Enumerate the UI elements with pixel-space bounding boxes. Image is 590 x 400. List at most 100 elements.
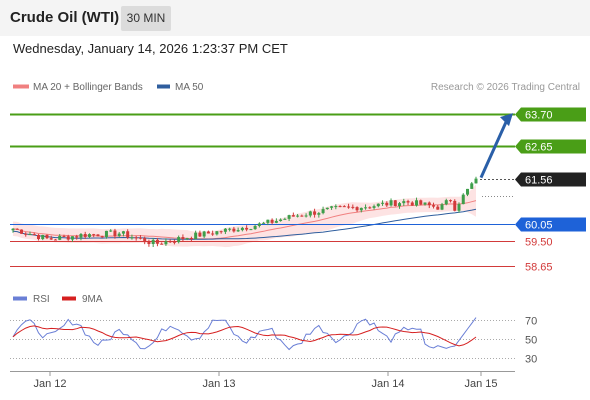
candle-body	[427, 202, 431, 206]
level-labels: 63.70 62.65 61.56 60.05 59.50 58.65	[515, 107, 586, 274]
candle-body	[24, 233, 28, 235]
candle-body	[92, 234, 96, 236]
rsi-ma-line	[12, 325, 477, 347]
x-axis-label-2: Jan 14	[371, 378, 404, 390]
candle-body	[457, 204, 461, 211]
candle-body	[372, 206, 376, 208]
candle-body	[240, 227, 244, 231]
candle-body	[470, 183, 474, 189]
resistance-level-label-1: 62.65	[525, 142, 553, 154]
candle-body	[164, 241, 168, 245]
ma20-legend-swatch	[13, 84, 29, 89]
candle-body	[381, 202, 385, 204]
support-level-label-4: 59.50	[525, 237, 553, 249]
resistance-level-tag-1: 62.65	[515, 139, 586, 154]
rsi-legend-swatch	[13, 296, 27, 301]
candle-body	[466, 188, 470, 195]
candle-body	[223, 228, 227, 232]
candle-body	[185, 238, 189, 240]
candle-body	[355, 207, 359, 211]
candle-body	[453, 200, 457, 211]
candle-body	[385, 202, 389, 206]
candle-body	[449, 200, 453, 202]
candle-body	[198, 232, 202, 237]
candle-body	[100, 236, 104, 238]
x-axis-label-1: Jan 13	[202, 378, 235, 390]
candle-body	[334, 206, 338, 208]
ma20-legend-label: MA 20 + Bollinger Bands	[33, 82, 143, 93]
resistance-level-tag-bg-1	[515, 139, 586, 154]
rsi-line	[12, 317, 477, 351]
candle-body	[113, 230, 117, 236]
candle-body	[270, 219, 274, 223]
candle-body	[66, 236, 70, 240]
candle-body	[364, 207, 368, 209]
candle-body	[444, 200, 448, 205]
candle-body	[287, 215, 291, 219]
candle-body	[291, 215, 295, 217]
rsi-level-label-2: 30	[525, 354, 537, 366]
candle-body	[419, 200, 423, 205]
target-arrow-shaft	[479, 121, 508, 179]
chart-timestamp: Wednesday, January 14, 2026 1:23:37 PM C…	[13, 41, 288, 56]
candle-body	[130, 237, 134, 239]
candle-body	[376, 203, 380, 207]
candle-body	[410, 202, 414, 206]
candle-body	[75, 236, 79, 238]
candle-body	[79, 234, 83, 238]
candle-body	[49, 238, 53, 240]
rsi-legend: RSI 9MA	[13, 294, 103, 305]
rsi-ma-legend-swatch	[62, 296, 76, 301]
rsi-level-label-1: 50	[525, 335, 537, 347]
candle-body	[104, 230, 108, 237]
candle-body	[41, 234, 45, 240]
candle-body	[245, 227, 249, 230]
candle-body	[109, 230, 113, 232]
candle-body	[342, 206, 346, 208]
pivot-level-tag-3: 60.05	[515, 217, 586, 232]
candle-body	[406, 201, 410, 203]
candle-body	[151, 239, 155, 245]
rsi-level-label-0: 70	[525, 316, 537, 328]
candle-body	[168, 241, 172, 243]
candle-body	[19, 229, 23, 234]
candle-body	[211, 233, 215, 235]
timeframe-button[interactable]: 30 MIN	[121, 6, 171, 31]
target-arrow-head	[500, 113, 513, 127]
candle-body	[206, 231, 210, 234]
candle-body	[262, 222, 266, 224]
candle-body	[461, 194, 465, 205]
x-axis: Jan 12 Jan 13 Jan 14 Jan 15	[10, 371, 515, 390]
candle-body	[232, 228, 236, 232]
candle-body	[126, 231, 130, 238]
candle-body	[393, 200, 397, 207]
candle-body	[228, 228, 232, 230]
candle-body	[308, 211, 312, 216]
candle-body	[389, 200, 393, 206]
candle-body	[317, 213, 321, 215]
rsi-panel: 70 50 30	[10, 316, 537, 366]
price-levels	[10, 113, 515, 267]
candle-body	[11, 228, 15, 231]
last-level-tag-bg-2	[515, 172, 586, 187]
candle-body	[117, 233, 121, 236]
candle-body	[359, 207, 363, 211]
candle-body	[181, 237, 185, 239]
candle-body	[253, 225, 257, 230]
candle-body	[351, 206, 355, 208]
candle-body	[274, 221, 278, 223]
candle-body	[296, 215, 300, 217]
candle-body	[236, 230, 240, 232]
candle-body	[189, 238, 193, 240]
pivot-level-label-3: 60.05	[525, 220, 553, 232]
candle-body	[36, 234, 40, 240]
x-axis-label-0: Jan 12	[33, 378, 66, 390]
candle-body	[249, 229, 253, 231]
instrument-title: Crude Oil (WTI)	[10, 9, 120, 26]
candle-body	[402, 201, 406, 204]
candle-body	[219, 231, 223, 233]
candle-body	[121, 231, 125, 234]
candle-body	[304, 215, 308, 217]
candle-body	[87, 234, 91, 237]
